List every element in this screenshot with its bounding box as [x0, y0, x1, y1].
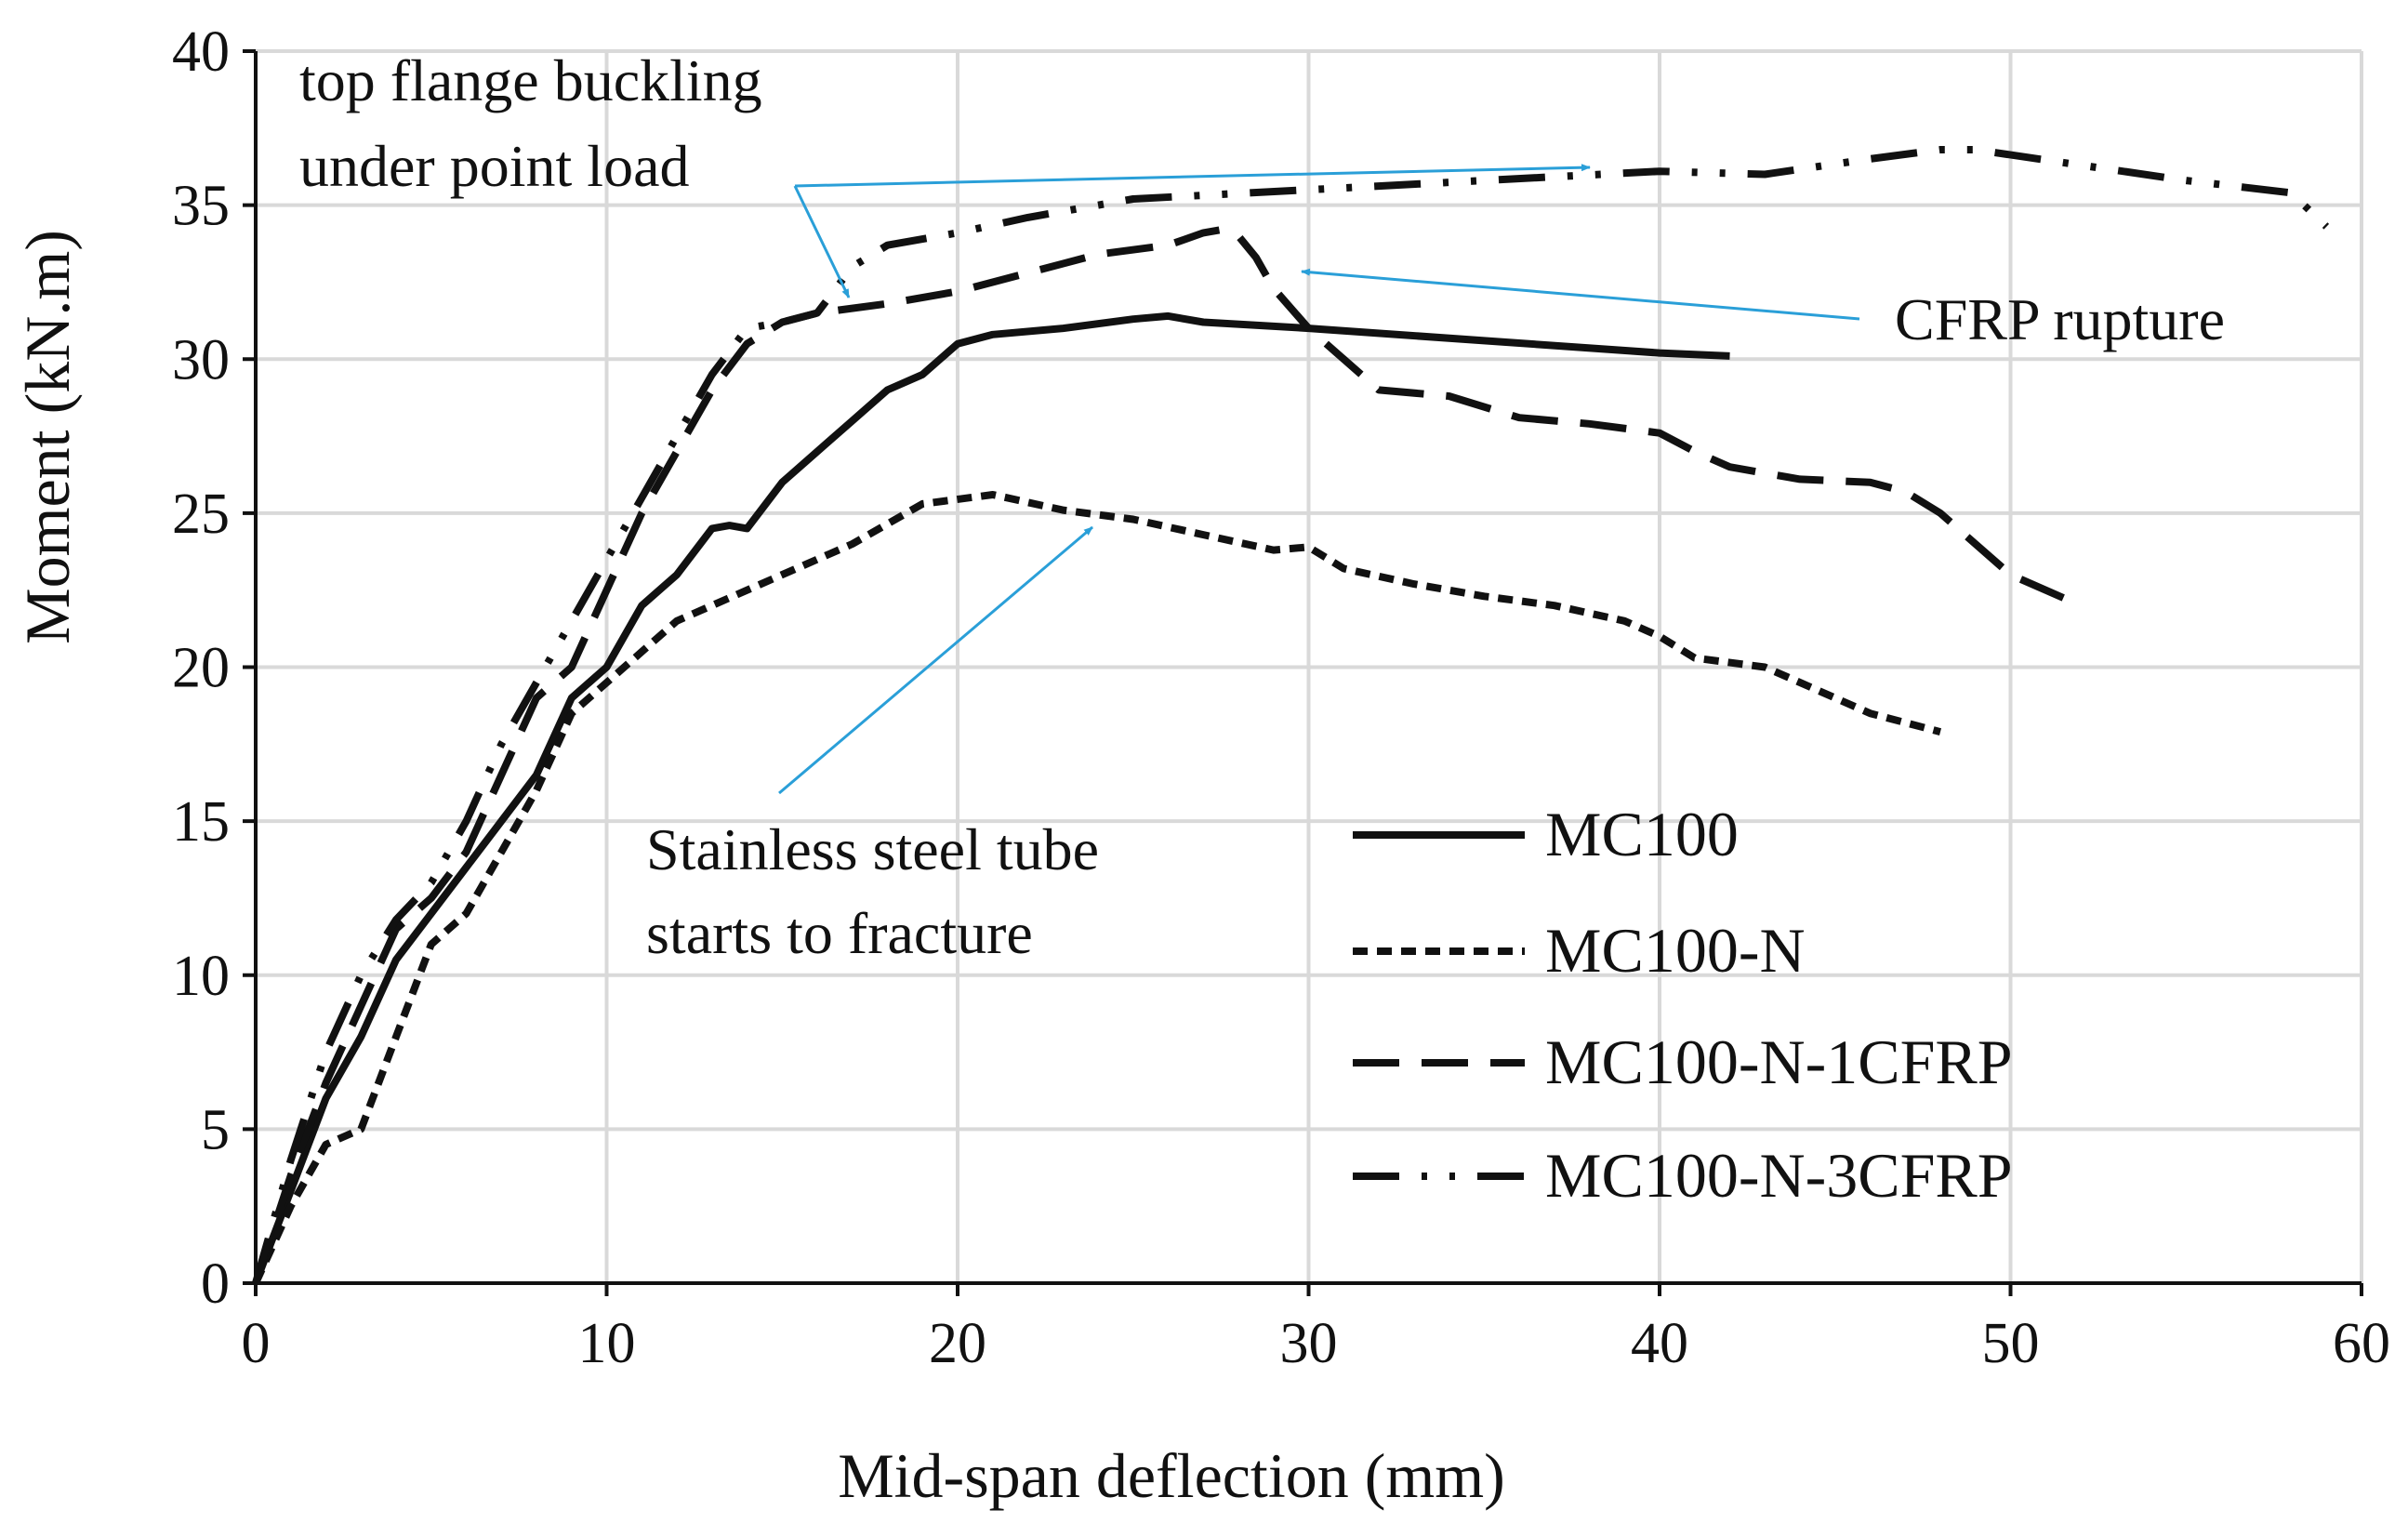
legend: MC100 MC100-N MC100-N-1CFRP MC100-N-3CFR… — [1353, 799, 2013, 1211]
x-axis-title: Mid-span deflection (mm) — [838, 1440, 1505, 1511]
legend-label-mc100-n-1cfrp: MC100-N-1CFRP — [1545, 1027, 2013, 1097]
y-tick-label-15: 15 — [172, 790, 230, 854]
series-line-mc100-n — [252, 491, 1942, 1285]
arrow-buckling-down — [793, 185, 851, 298]
x-tick-label-20: 20 — [929, 1312, 986, 1375]
y-tick-label-30: 30 — [172, 328, 230, 391]
arrow-buckling-right — [794, 164, 1591, 188]
annotation-fracture-line-1: Stainless steel tube — [646, 816, 1099, 882]
series-line-mc100-n-1cfrp — [252, 226, 2083, 1285]
x-tick-label-30: 30 — [1280, 1312, 1338, 1375]
y-tick-label-0: 0 — [201, 1252, 230, 1316]
x-tick-label-0: 0 — [242, 1312, 271, 1375]
annotation-buckling-line-1: top flange buckling — [299, 47, 762, 113]
arrow-cfrp-rupture — [1301, 268, 1860, 321]
legend-label-mc100-n: MC100-N — [1545, 915, 1806, 986]
y-tick-label-40: 40 — [172, 20, 230, 84]
series-group — [252, 146, 2330, 1285]
y-tick-label-20: 20 — [172, 637, 230, 700]
legend-label-mc100: MC100 — [1545, 799, 1739, 869]
axes — [243, 49, 2363, 1296]
grid — [256, 49, 2363, 1283]
x-tick-label-10: 10 — [578, 1312, 636, 1375]
y-axis-title: Moment (kN.m) — [12, 230, 83, 644]
x-tick-label-50: 50 — [1982, 1312, 2040, 1375]
legend-label-mc100-n-3cfrp: MC100-N-3CFRP — [1545, 1140, 2013, 1211]
arrow-tube-fracture — [778, 525, 1093, 795]
y-tick-label-25: 25 — [172, 483, 230, 546]
series-line-mc100-n-3cfrp — [252, 146, 2330, 1285]
y-tick-label-5: 5 — [201, 1098, 230, 1161]
x-tick-label-60: 60 — [2333, 1312, 2390, 1375]
tick-labels: 0 10 20 30 40 50 60 0 5 10 15 20 25 30 35 40 — [172, 20, 2390, 1375]
series-line-mc100 — [252, 311, 1730, 1285]
y-tick-label-35: 35 — [172, 175, 230, 238]
annotation-cfrp-rupture: CFRP rupture — [1895, 286, 2225, 352]
y-tick-label-10: 10 — [172, 945, 230, 1008]
annotation-buckling-line-2: under point load — [299, 133, 689, 199]
annotation-fracture-line-2: starts to fracture — [646, 900, 1033, 966]
x-tick-label-40: 40 — [1631, 1312, 1688, 1375]
annotations: top flange buckling under point load CFR… — [299, 47, 2225, 966]
